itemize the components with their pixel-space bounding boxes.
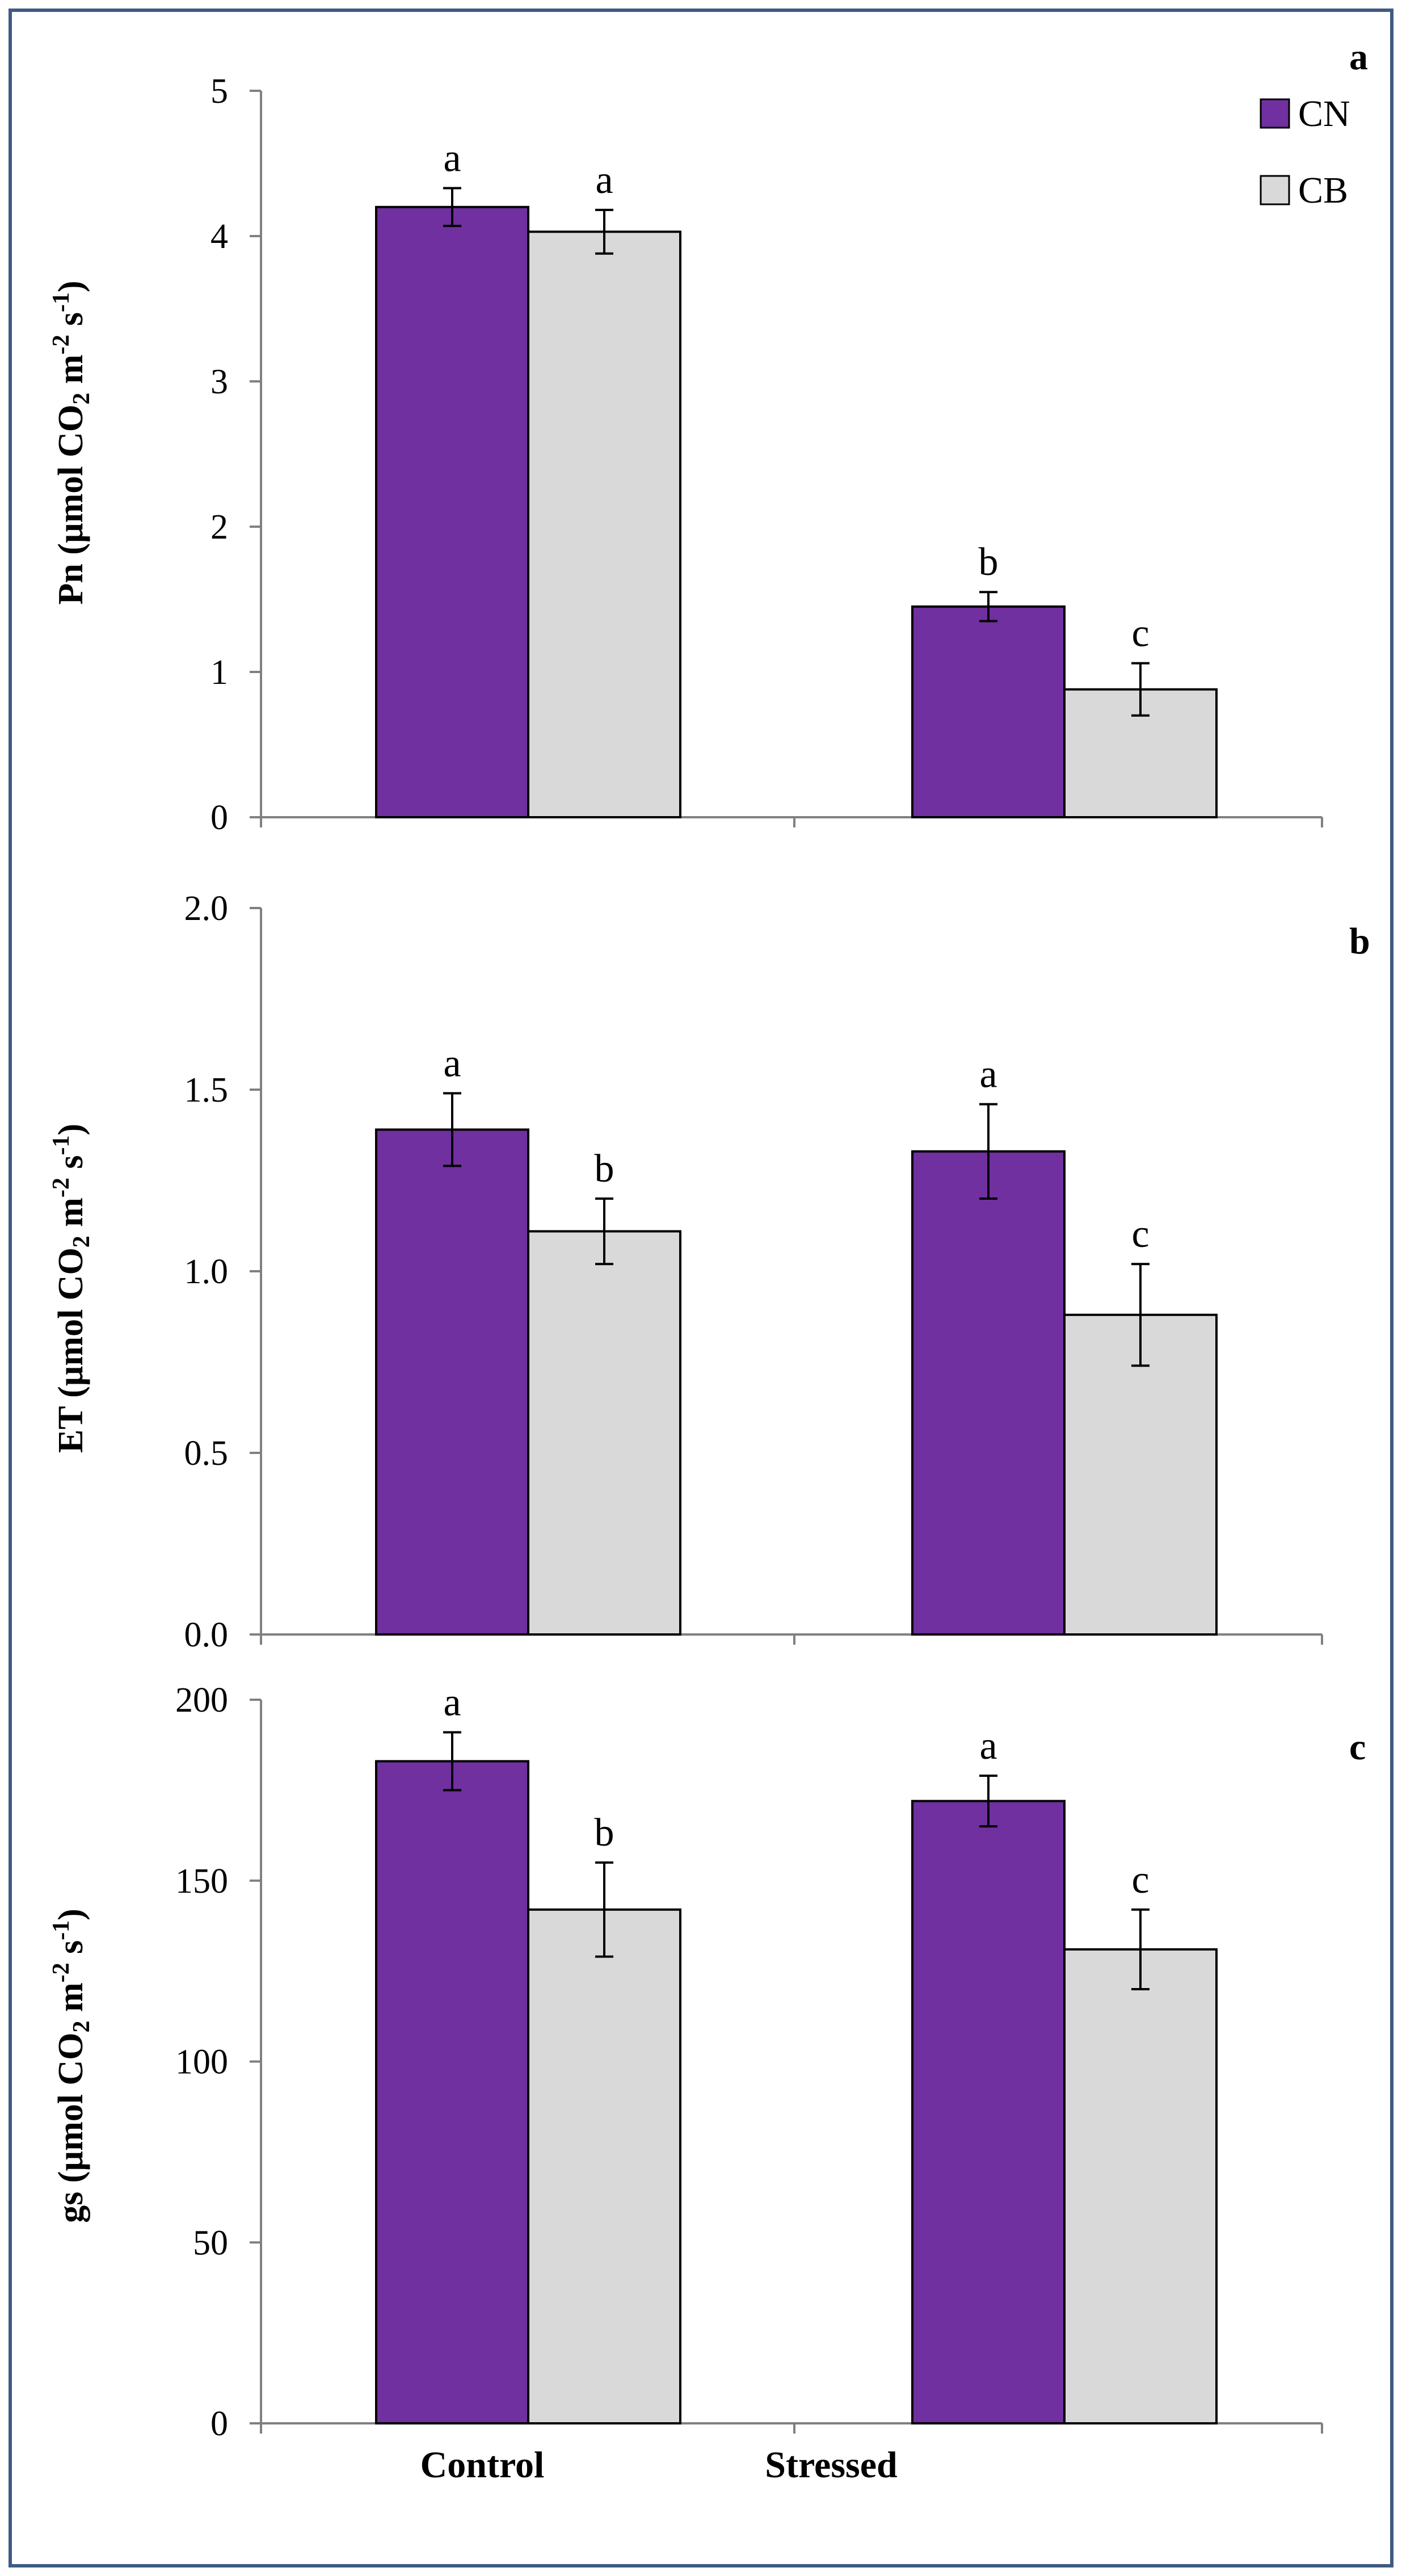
pn-sig-letter-cb-control: a	[595, 158, 613, 202]
pn-error-bar-cn-control	[443, 187, 461, 228]
gs-error-bar-cn-stressed	[979, 1774, 997, 1828]
et-bar-cn-control	[375, 1128, 529, 1636]
panel-label-b: b	[1349, 921, 1370, 962]
pn-error-bar-cn-stressed	[979, 591, 997, 623]
y-axis-label-et: ET (µmol CO2 m-2 s-1)	[48, 1124, 95, 1453]
et-error-bar-cb-stressed	[1131, 1263, 1150, 1367]
et-y-tick-label: 1.0	[184, 1253, 229, 1291]
legend-swatch-cn	[1260, 98, 1290, 129]
panel-label-a: a	[1349, 36, 1368, 78]
et-y-tick-label: 2.0	[184, 889, 229, 928]
legend-label-cb: CB	[1298, 170, 1348, 211]
gs-error-bar-cb-control	[595, 1861, 613, 1958]
y-axis-label-gs: gs (µmol CO2 m-2 s-1)	[48, 1909, 95, 2223]
gs-bar-cn-stressed	[911, 1800, 1066, 2424]
et-sig-letter-cb-stressed: c	[1131, 1212, 1149, 1256]
legend-label-cn: CN	[1298, 93, 1350, 135]
gs-bar-cn-control	[375, 1760, 529, 2424]
et-sig-letter-cb-control: b	[595, 1147, 614, 1191]
legend: CN CB	[1260, 93, 1350, 211]
pn-bar-cn-control	[375, 205, 529, 818]
chart-panel-et: 0.0 0.5 1.0 1.5 2.0 a a b c	[184, 889, 1323, 1654]
gs-bar-cb-control	[527, 1908, 681, 2424]
pn-error-bar-cb-stressed	[1131, 662, 1150, 717]
x-category-control: Control	[420, 2444, 545, 2486]
et-bar-cb-stressed	[1063, 1313, 1218, 1636]
gs-sig-letter-cb-control: b	[595, 1811, 614, 1855]
pn-sig-letter-cb-stressed: c	[1131, 612, 1149, 655]
chart-panel-pn: 0 1 2 3 4 5 a b a c	[210, 72, 1323, 837]
et-error-bar-cn-stressed	[979, 1103, 997, 1200]
et-sig-letter-cn-control: a	[443, 1041, 461, 1085]
pn-sig-letter-cn-control: a	[443, 137, 461, 180]
et-sig-letter-cn-stressed: a	[979, 1053, 997, 1096]
pn-bar-cb-control	[527, 230, 681, 819]
pn-y-tick-label: 4	[210, 217, 228, 256]
gs-error-bar-cb-stressed	[1131, 1908, 1150, 1990]
pn-y-tick-label: 1	[210, 653, 228, 692]
gs-sig-letter-cn-stressed: a	[979, 1724, 997, 1768]
gs-error-bar-cn-control	[443, 1731, 461, 1792]
pn-y-tick-label: 3	[210, 363, 228, 401]
pn-y-tick-label: 5	[210, 72, 228, 111]
gs-sig-letter-cn-control: a	[443, 1680, 461, 1724]
et-bar-cn-stressed	[911, 1150, 1066, 1636]
gs-bar-cb-stressed	[1063, 1948, 1218, 2424]
et-y-tick-label: 0.0	[184, 1616, 229, 1654]
gs-y-tick-label: 100	[175, 2043, 228, 2082]
pn-error-bar-cb-control	[595, 208, 613, 255]
pn-y-tick-label: 0	[210, 799, 228, 837]
et-bar-cb-control	[527, 1230, 681, 1636]
pn-bar-cn-stressed	[911, 605, 1066, 819]
gs-sig-letter-cb-stressed: c	[1131, 1858, 1149, 1902]
panel-label-c: c	[1349, 1726, 1366, 1768]
gs-y-tick-label: 150	[175, 1862, 228, 1901]
pn-sig-letter-cn-stressed: b	[979, 540, 999, 584]
et-y-tick-label: 1.5	[184, 1071, 229, 1110]
gs-y-tick-label: 50	[193, 2224, 228, 2262]
x-category-stressed: Stressed	[765, 2444, 897, 2486]
legend-swatch-cb	[1260, 175, 1290, 205]
y-axis-label-pn: Pn (µmol CO2 m-2 s-1)	[48, 280, 95, 604]
gs-y-tick-label: 200	[175, 1681, 228, 1720]
chart-panel-gs: 0 50 100 150 200 a a b c	[175, 1680, 1323, 2443]
et-error-bar-cb-control	[595, 1197, 613, 1266]
et-error-bar-cn-control	[443, 1092, 461, 1167]
pn-y-tick-label: 2	[210, 508, 228, 547]
gs-y-tick-label: 0	[210, 2405, 228, 2443]
et-y-tick-label: 0.5	[184, 1434, 229, 1473]
